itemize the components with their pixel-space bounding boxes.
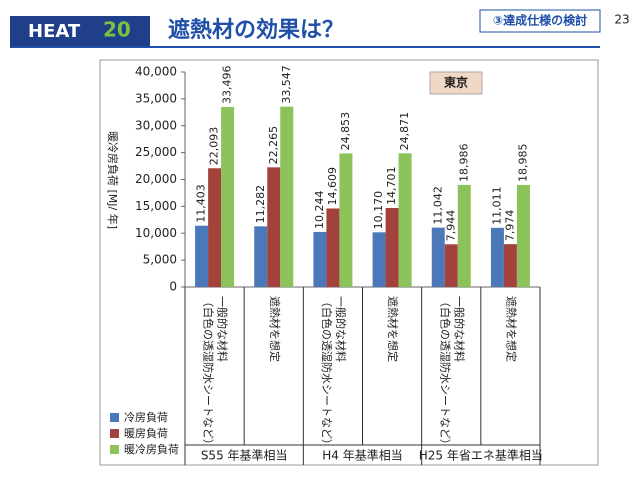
section-box	[479, 9, 601, 33]
bar	[398, 153, 412, 287]
value-label: 11,011	[490, 186, 503, 225]
y-tick-label: 0	[169, 280, 177, 294]
x-tick-label: （白色の透湿防水シートなど）	[438, 296, 452, 450]
bar	[339, 153, 353, 287]
slide-title: 遮熱材の効果は？	[168, 17, 344, 43]
value-label: 18,985	[516, 143, 529, 182]
value-label: 14,609	[326, 167, 339, 206]
y-tick-label: 40,000	[135, 65, 177, 79]
section: ③達成仕様の検討	[493, 13, 587, 28]
x-tick-label: 一般的な材料	[216, 296, 230, 362]
y-axis-label: 暖冷房負荷 [MJ/ 年]	[106, 131, 120, 229]
bar	[280, 106, 294, 287]
value-label: 14,701	[385, 166, 398, 205]
bar	[444, 244, 458, 287]
bar	[457, 184, 471, 287]
y-tick-label: 5,000	[143, 253, 177, 267]
y-tick-label: 35,000	[135, 91, 177, 105]
legend-label: 暖冷房負荷	[124, 443, 179, 456]
bar	[254, 226, 268, 287]
x-tick-label: （白色の透湿防水シートなど）	[202, 296, 216, 450]
badge-number: 20	[103, 18, 131, 42]
bar	[195, 225, 209, 287]
page-number: 23	[614, 13, 629, 27]
bar	[503, 244, 517, 287]
bar	[221, 106, 235, 287]
value-label: 7,974	[503, 210, 516, 242]
bar	[313, 231, 327, 287]
bar	[385, 207, 399, 287]
group-label: H25 年省エネ基準相当	[419, 448, 543, 463]
legend-swatch	[110, 445, 119, 454]
y-tick-label: 20,000	[135, 172, 177, 186]
bar	[516, 184, 530, 287]
badge: HEAT	[28, 21, 81, 42]
y-tick-label: 15,000	[135, 199, 177, 213]
legend-swatch	[110, 413, 119, 422]
group-label: S55 年基準相当	[201, 448, 288, 463]
group-label: H4 年基準相当	[322, 448, 402, 463]
annotation-box	[429, 71, 483, 95]
y-tick-label: 10,000	[135, 226, 177, 240]
value-label: 22,093	[208, 127, 221, 166]
value-label: 33,547	[280, 65, 293, 104]
bar	[372, 232, 386, 287]
bar	[326, 208, 340, 287]
legend-label: 暖房負荷	[124, 427, 168, 440]
value-label: 18,986	[457, 143, 470, 182]
legend-swatch	[110, 429, 119, 438]
bar	[490, 227, 504, 287]
value-label: 24,871	[398, 112, 411, 151]
y-tick-label: 25,000	[135, 145, 177, 159]
bar	[267, 167, 281, 287]
value-label: 11,403	[195, 184, 208, 223]
x-tick-label: 遮熱材を想定	[386, 296, 400, 362]
x-tick-label: 一般的な材料	[452, 296, 466, 362]
bar	[431, 227, 445, 287]
x-tick-label: 一般的な材料	[334, 296, 348, 362]
value-label: 10,170	[372, 191, 385, 230]
chart-frame	[99, 59, 599, 466]
badge-box	[10, 16, 150, 46]
x-tick-label: （白色の透湿防水シートなど）	[320, 296, 334, 450]
value-label: 7,944	[444, 210, 457, 242]
value-label: 11,282	[254, 185, 267, 224]
annotation: 東京	[444, 75, 468, 90]
bar	[208, 168, 222, 287]
x-tick-label: 遮熱材を想定	[504, 296, 518, 362]
legend-label: 冷房負荷	[124, 411, 168, 424]
value-label: 22,265	[267, 126, 280, 165]
value-label: 10,244	[313, 190, 326, 229]
y-tick-label: 30,000	[135, 118, 177, 132]
value-label: 33,496	[221, 65, 234, 104]
x-tick-label: 遮熱材を想定	[268, 296, 282, 362]
value-label: 24,853	[339, 112, 352, 151]
value-label: 11,042	[431, 186, 444, 225]
